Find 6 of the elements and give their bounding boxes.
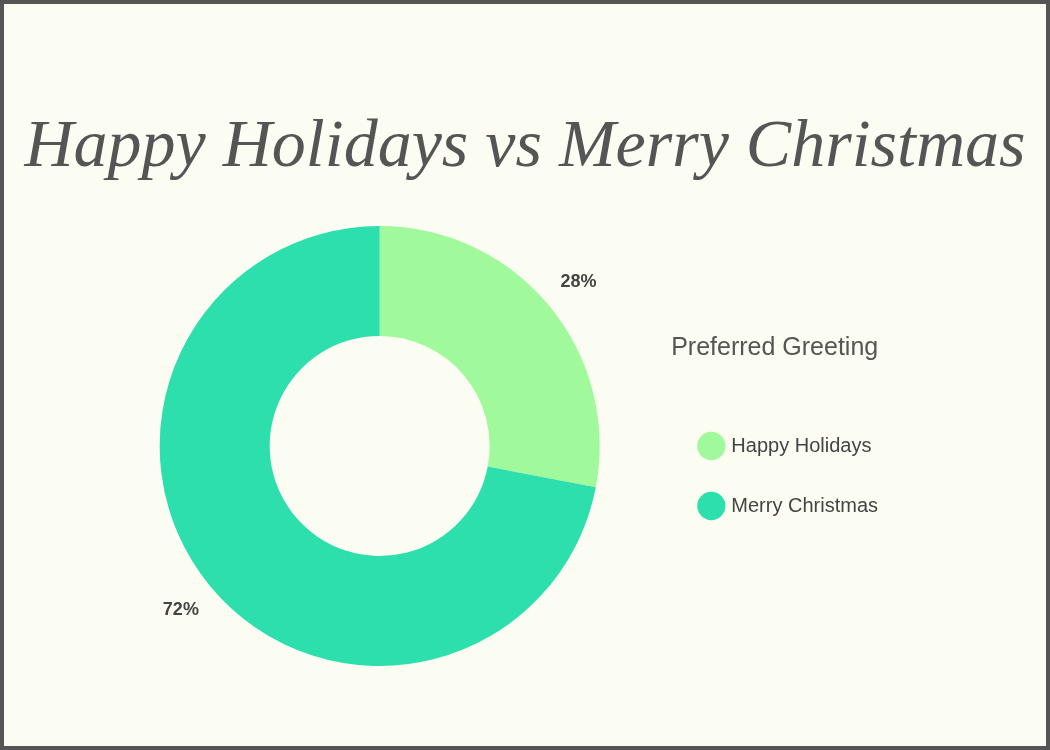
- legend-label: Merry Christmas: [731, 493, 878, 516]
- data-label: 28%: [560, 270, 597, 291]
- data-label: 72%: [162, 599, 199, 620]
- legend-title: Preferred Greeting: [671, 332, 879, 361]
- legend-label: Happy Holidays: [731, 433, 872, 456]
- chart-title: Happy Holidays vs Merry Christmas: [22, 104, 1027, 183]
